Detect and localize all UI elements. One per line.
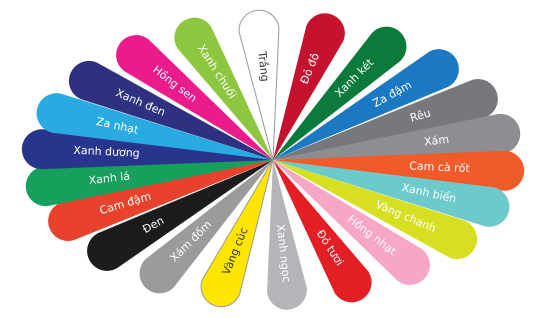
color-fan: TrắngĐỏ đôXanh kétZa đậmRêuXámCam cà rốt… (0, 0, 540, 318)
